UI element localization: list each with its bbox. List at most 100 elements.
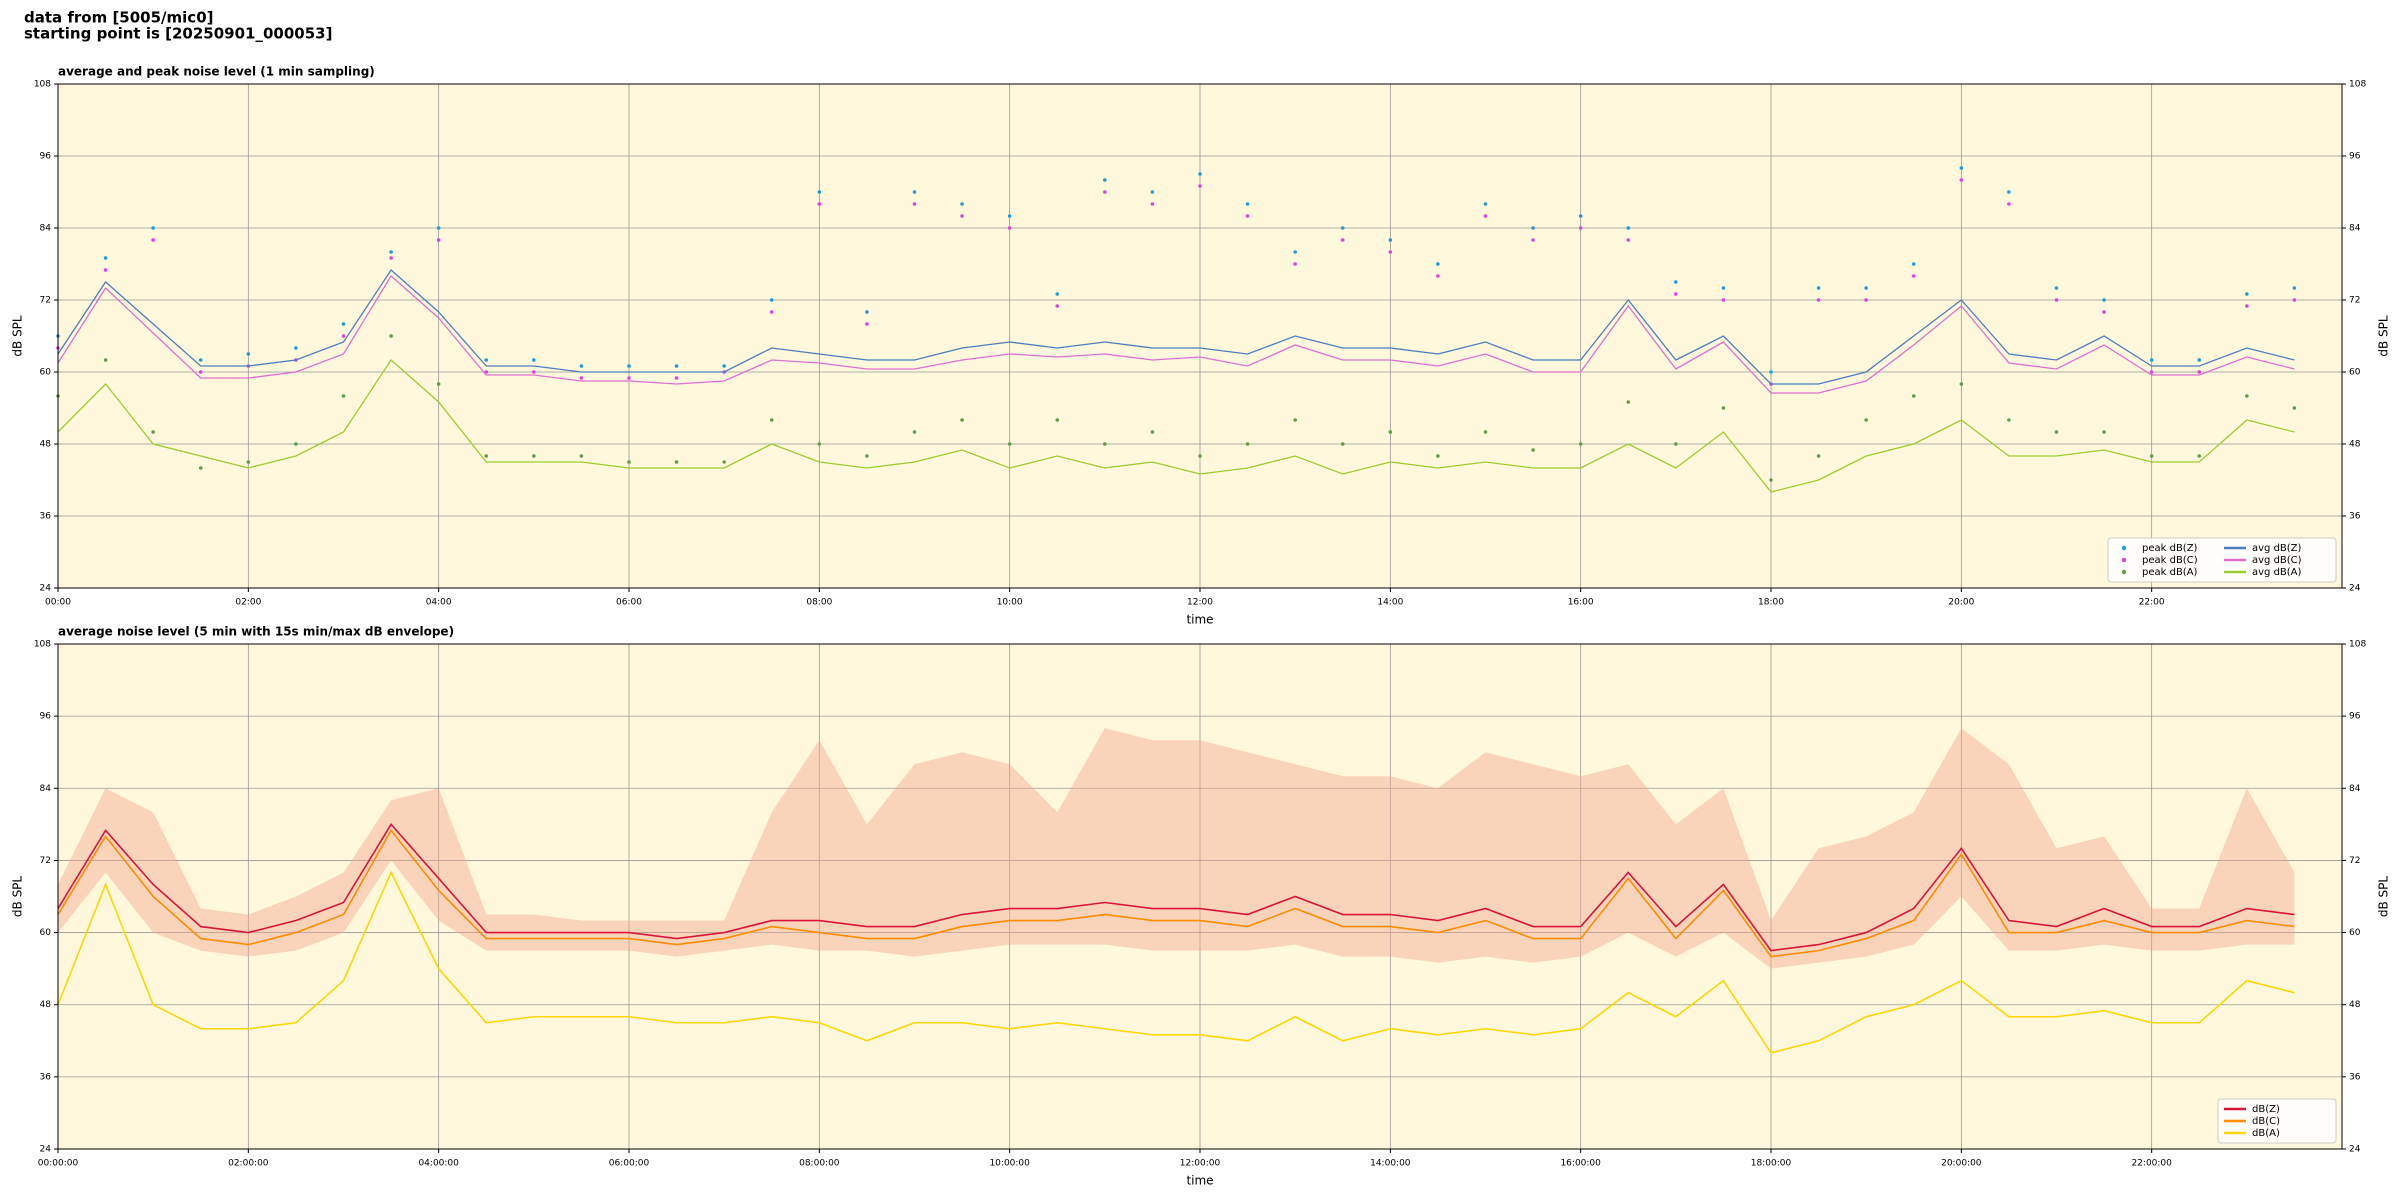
series-line (57, 823, 2295, 952)
y2-tick-label: 72 (2349, 856, 2360, 866)
y2-tick-label: 108 (2349, 640, 2366, 650)
peak-point (1436, 454, 1440, 458)
x-tick-label: 20:00:00 (1941, 1159, 1982, 1169)
peak-point (198, 466, 203, 470)
peak-point (1816, 298, 1821, 302)
peak-point (1674, 442, 1678, 446)
legend-box (2217, 1098, 2337, 1144)
peak-point (1864, 298, 1868, 302)
peak-point (1198, 454, 1202, 458)
peak-point (1816, 286, 1821, 290)
legend-label: peak dB(Z) (2142, 543, 2198, 554)
peak-point (1340, 442, 1345, 446)
legend-label: avg dB(Z) (2252, 543, 2302, 554)
peak-point (2245, 292, 2249, 296)
peak-point (1150, 430, 1155, 434)
peak-point (1388, 238, 1393, 242)
peak-point (198, 370, 203, 374)
peak-point (1531, 226, 1535, 230)
legend-label: dB(C) (2252, 1116, 2280, 1127)
x-tick-label: 00:00 (45, 598, 71, 608)
x-tick-label: 12:00 (1187, 598, 1213, 608)
peak-point (960, 202, 964, 206)
peak-point (484, 358, 489, 362)
peak-point (198, 358, 203, 362)
legend-label: peak dB(C) (2142, 555, 2198, 566)
peak-point (151, 430, 155, 434)
peak-point (1911, 274, 1916, 278)
x-tick-label: 08:00:00 (799, 1159, 840, 1169)
y-tick-label: 84 (40, 224, 52, 234)
peak-point (1721, 406, 1726, 410)
peak-point (579, 454, 584, 458)
peak-point (1864, 286, 1868, 290)
peak-point (865, 454, 869, 458)
legend-label: dB(A) (2252, 1128, 2280, 1139)
peak-point (1007, 214, 1012, 218)
y2-axis-label: dB SPL (2377, 315, 2391, 357)
peak-point (1626, 226, 1631, 230)
peak-point (532, 370, 536, 374)
x-tick-label: 02:00:00 (228, 1159, 269, 1169)
peak-point (1721, 286, 1726, 290)
y-tick-label: 72 (40, 856, 51, 866)
peak-point (389, 334, 393, 338)
peak-point (627, 460, 631, 464)
y2-tick-label: 96 (2349, 712, 2361, 722)
peak-point (1721, 298, 1726, 302)
y2-tick-label: 72 (2349, 296, 2360, 306)
peak-point (1103, 190, 1107, 194)
peak-point (1388, 430, 1393, 434)
x-tick-label: 22:00 (2139, 598, 2165, 608)
y-tick-label: 36 (40, 1072, 52, 1082)
peak-point (769, 418, 774, 422)
peak-point (246, 352, 251, 356)
y2-tick-label: 36 (2349, 512, 2361, 522)
peak-point (960, 418, 964, 422)
peak-point (1198, 184, 1202, 188)
peak-point (1959, 166, 1964, 170)
plot-frame (57, 83, 2343, 589)
peak-point (1578, 214, 1583, 218)
x-tick-label: 02:00 (235, 598, 261, 608)
peak-point (1007, 442, 1012, 446)
peak-point (674, 460, 679, 464)
y2-tick-label: 96 (2349, 152, 2361, 162)
peak-point (579, 364, 584, 368)
x-tick-label: 04:00 (426, 598, 452, 608)
peak-point (1245, 202, 1250, 206)
plot-frame (57, 643, 2343, 1150)
peak-point (769, 310, 774, 314)
peak-point (2149, 358, 2154, 362)
peak-point (389, 256, 393, 260)
x-tick-label: 18:00:00 (1751, 1159, 1792, 1169)
peak-point (865, 322, 869, 326)
peak-point (2102, 298, 2106, 302)
chart-title: average and peak noise level (1 min samp… (58, 65, 375, 79)
peak-point (817, 442, 822, 446)
x-tick-label: 22:00:00 (2131, 1159, 2172, 1169)
x-tick-label: 16:00 (1568, 598, 1594, 608)
y2-tick-label: 60 (2349, 368, 2361, 378)
peak-point (722, 364, 726, 368)
peak-point (484, 454, 489, 458)
peak-point (1055, 418, 1060, 422)
x-axis-label: time (1186, 613, 1213, 627)
peak-point (103, 256, 108, 260)
peak-point (1674, 280, 1678, 284)
legend-marker (2121, 569, 2127, 575)
peak-point (151, 238, 155, 242)
peak-point (2292, 286, 2297, 290)
peak-point (1293, 250, 1297, 254)
peak-point (484, 370, 489, 374)
peak-point (1436, 274, 1440, 278)
y-tick-label: 84 (40, 784, 52, 794)
peak-point (722, 460, 726, 464)
peak-point (1103, 442, 1107, 446)
y-axis-label: dB SPL (11, 876, 25, 918)
y2-tick-label: 108 (2349, 80, 2366, 90)
peak-point (2007, 202, 2011, 206)
peak-point (1340, 238, 1345, 242)
peak-point (2054, 286, 2059, 290)
peak-point (2102, 430, 2106, 434)
